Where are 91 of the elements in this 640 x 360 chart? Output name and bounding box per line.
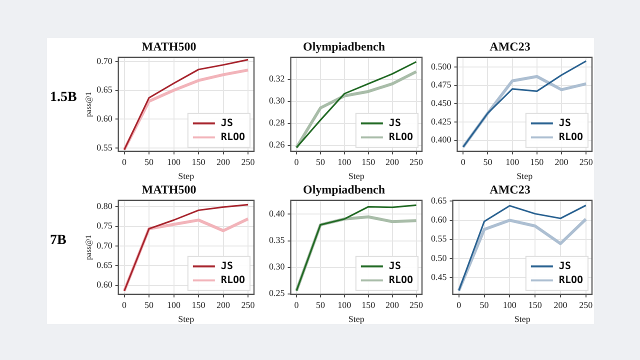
y-tick-label: 0.65 (96, 260, 113, 270)
x-tick-label: 250 (410, 300, 424, 310)
y-tick-label: 0.450 (431, 98, 452, 108)
x-tick-label: 150 (362, 300, 376, 310)
x-tick-label: 200 (216, 300, 231, 310)
y-tick-label: 0.60 (96, 280, 113, 290)
x-tick-label: 0 (456, 300, 462, 310)
y-tick-label: 0.55 (431, 234, 448, 244)
x-tick-label: 50 (316, 300, 326, 310)
x-tick-label: 250 (579, 157, 594, 168)
y-tick-label: 0.70 (96, 56, 113, 66)
x-tick-label: 0 (122, 300, 128, 310)
y-tick-label: 0.30 (269, 262, 286, 272)
y-tick-label: 0.50 (431, 252, 448, 263)
x-tick-label: 100 (338, 157, 352, 168)
y-tick-label: 0.28 (269, 118, 286, 128)
y-tick-label: 0.400 (431, 134, 452, 145)
x-axis-title: Step (348, 170, 365, 181)
x-axis-title: Step (178, 170, 195, 181)
x-tick-label: 50 (144, 157, 154, 168)
x-tick-label: 50 (144, 300, 154, 310)
chart-title: MATH500 (142, 39, 196, 54)
legend-label: RLOO (220, 132, 246, 143)
y-tick-label: 0.500 (431, 61, 452, 72)
x-tick-label: 50 (480, 300, 490, 310)
x-tick-label: 50 (316, 157, 326, 168)
x-tick-label: 250 (241, 300, 256, 310)
y-tick-label: 0.40 (269, 208, 286, 219)
y-axis-title: pass@1 (84, 92, 93, 117)
y-tick-label: 0.70 (96, 240, 113, 250)
text: 7B (50, 233, 66, 249)
chart-title: AMC23 (490, 39, 530, 54)
x-tick-label: 0 (460, 157, 466, 168)
y-tick-label: 0.60 (431, 214, 448, 225)
legend-label: RLOO (220, 274, 246, 286)
chart-title: MATH500 (142, 182, 196, 196)
y-tick-label: 0.75 (96, 220, 113, 231)
y-tick-label: 0.65 (96, 84, 113, 95)
legend-label: RLOO (558, 132, 584, 143)
x-tick-label: 150 (530, 157, 544, 168)
x-tick-label: 150 (192, 157, 206, 168)
y-axis-title: pass@1 (84, 234, 93, 260)
x-tick-label: 0 (122, 157, 128, 168)
y-tick-label: 0.32 (269, 74, 285, 84)
x-tick-label: 250 (579, 300, 594, 310)
y-tick-label: 0.475 (431, 80, 452, 90)
x-axis-title: Step (516, 170, 534, 181)
x-tick-label: 200 (386, 300, 400, 310)
x-tick-label: 100 (167, 157, 182, 168)
legend-label: JS (388, 260, 401, 272)
x-tick-label: 250 (241, 157, 256, 168)
text: 1.5B (50, 90, 77, 106)
x-tick-label: 250 (410, 157, 424, 168)
x-tick-label: 0 (294, 300, 300, 310)
x-tick-label: 200 (386, 157, 400, 168)
chart-title: AMC23 (490, 182, 530, 196)
legend-label: JS (558, 260, 571, 272)
x-tick-label: 50 (483, 157, 493, 168)
legend-label: JS (220, 260, 233, 272)
legend-label: JS (220, 118, 233, 129)
y-tick-label: 0.80 (96, 201, 113, 212)
legend-label: RLOO (388, 274, 414, 286)
chart-title: Olympiadbench (302, 39, 386, 54)
chart-title: Olympiadbench (302, 182, 386, 196)
y-tick-label: 0.60 (96, 113, 113, 124)
legend-label: RLOO (558, 274, 584, 286)
x-tick-label: 0 (294, 157, 300, 168)
x-tick-label: 200 (554, 300, 568, 310)
legend-label: JS (388, 118, 401, 129)
y-tick-label: 0.26 (269, 140, 286, 150)
x-tick-label: 200 (554, 157, 569, 168)
y-tick-label: 0.30 (269, 96, 286, 106)
x-tick-label: 100 (502, 300, 517, 310)
x-tick-label: 100 (338, 300, 352, 310)
x-axis-title: Step (178, 314, 195, 324)
legend-label: RLOO (388, 132, 414, 143)
x-tick-label: 150 (528, 300, 542, 310)
y-tick-label: 0.55 (96, 142, 113, 152)
y-tick-label: 0.45 (431, 272, 448, 282)
y-tick-label: 0.65 (431, 196, 448, 206)
x-tick-label: 200 (216, 157, 231, 168)
x-axis-title: Step (348, 314, 365, 324)
x-tick-label: 150 (192, 300, 206, 310)
y-tick-label: 0.425 (431, 116, 452, 126)
x-tick-label: 100 (506, 157, 520, 168)
y-tick-label: 0.35 (269, 235, 286, 246)
x-axis-title: Step (514, 314, 531, 324)
x-tick-label: 150 (362, 157, 376, 168)
x-tick-label: 100 (167, 300, 182, 310)
legend-label: JS (558, 118, 571, 129)
y-tick-label: 0.25 (269, 288, 286, 298)
